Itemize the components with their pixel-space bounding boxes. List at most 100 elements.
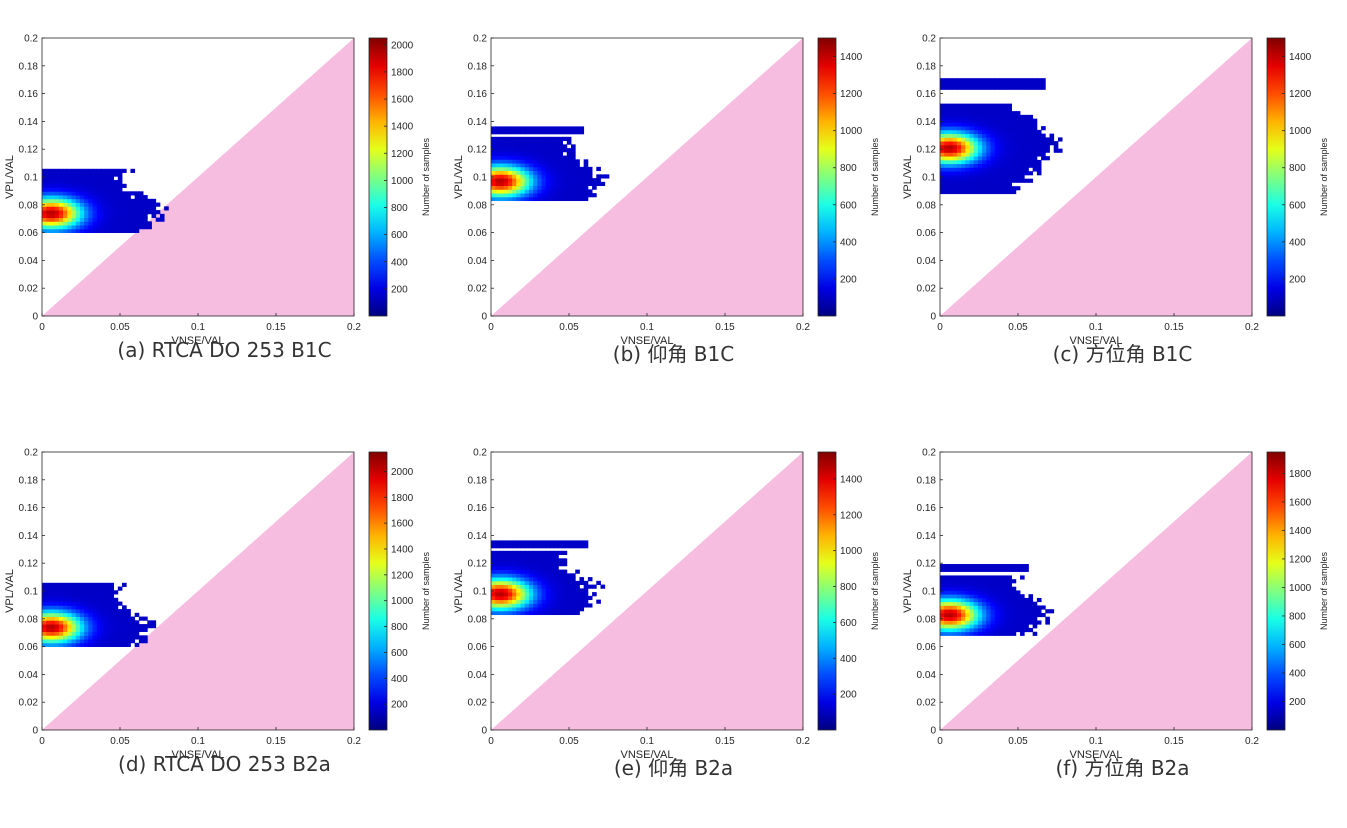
heatmap-cell xyxy=(562,595,568,601)
heatmap-cell xyxy=(986,85,991,90)
y-tick-label: 0.12 xyxy=(19,145,39,156)
heatmap-cell xyxy=(520,163,526,168)
heatmap-cell xyxy=(1011,156,1017,161)
heatmap-cell xyxy=(50,609,56,614)
heatmap-cell xyxy=(956,148,962,153)
heatmap-cell xyxy=(579,174,585,179)
heatmap-cell xyxy=(537,595,542,601)
heatmap-cell xyxy=(117,642,123,647)
heatmap-cell xyxy=(71,601,77,606)
heatmap-cell xyxy=(50,187,56,192)
heatmap-cell xyxy=(126,198,131,203)
heatmap-cell xyxy=(84,217,89,222)
heatmap-cell xyxy=(520,196,526,202)
heatmap-cell xyxy=(88,605,93,610)
colorbar xyxy=(817,37,837,317)
heatmap-cell xyxy=(998,133,1004,138)
heatmap-cell xyxy=(46,213,51,218)
heatmap-cell xyxy=(1007,114,1013,120)
heatmap-cell xyxy=(88,642,93,647)
heatmap-cell xyxy=(84,202,89,207)
heatmap-cell xyxy=(952,178,958,183)
heatmap-cell xyxy=(973,586,979,591)
heatmap-cell xyxy=(520,174,526,179)
heatmap-cell xyxy=(558,130,564,135)
heatmap-cell xyxy=(88,183,93,188)
heatmap-cell xyxy=(495,185,500,190)
heatmap-cell xyxy=(71,180,77,185)
heatmap-cell xyxy=(63,609,68,614)
heatmap-cell xyxy=(579,588,585,593)
heatmap-cell xyxy=(537,554,542,559)
heatmap-cell xyxy=(558,126,564,131)
heatmap-cell xyxy=(549,584,555,589)
heatmap-cell xyxy=(1007,609,1013,614)
heatmap-cell xyxy=(528,558,534,563)
heatmap-cell xyxy=(994,616,1000,621)
heatmap-cell xyxy=(990,107,996,112)
heatmap-cell xyxy=(122,639,127,644)
heatmap-cell xyxy=(96,225,102,230)
heatmap-cell xyxy=(948,182,954,187)
heatmap-cell xyxy=(1003,81,1008,87)
heatmap-cell xyxy=(50,217,56,222)
colorbar-tick-label: 1800 xyxy=(1289,469,1312,480)
heatmap-cell xyxy=(71,206,77,211)
heatmap-cell xyxy=(512,573,517,578)
heatmap-cell xyxy=(956,133,962,138)
colorbar-tick-label: 400 xyxy=(1289,668,1306,679)
heatmap-cell xyxy=(994,81,1000,87)
x-tick-label: 0.15 xyxy=(1164,322,1184,333)
heatmap-cell xyxy=(545,181,551,187)
x-tick-label: 0 xyxy=(39,322,45,333)
heatmap-cell xyxy=(75,187,81,192)
colorbar-label: Number of samples xyxy=(1319,551,1329,630)
heatmap-cell xyxy=(982,126,987,131)
heatmap-cell xyxy=(528,573,534,578)
heatmap-cell xyxy=(50,191,56,196)
heatmap-cell xyxy=(562,126,568,131)
heatmap-cell xyxy=(100,213,106,218)
heatmap-cell xyxy=(50,176,56,181)
heatmap-cell xyxy=(58,183,64,188)
heatmap-cell xyxy=(537,610,542,616)
heatmap-cell xyxy=(969,137,975,142)
heatmap-cell xyxy=(122,168,127,173)
heatmap-cell xyxy=(562,163,568,168)
heatmap-cell xyxy=(944,81,949,87)
unsafe-region xyxy=(940,452,1252,730)
heatmap-cell xyxy=(54,206,60,211)
heatmap-cell xyxy=(79,217,85,222)
heatmap-cell xyxy=(75,198,81,203)
heatmap-cell xyxy=(151,620,157,625)
heatmap-cell xyxy=(537,136,542,141)
colorbar-tick-label: 1400 xyxy=(840,52,863,63)
heatmap-cell xyxy=(113,616,119,621)
heatmap-cell xyxy=(46,168,51,173)
heatmap-cell xyxy=(961,601,966,606)
heatmap-cell xyxy=(495,189,500,194)
heatmap-cell xyxy=(79,183,85,188)
heatmap-cell xyxy=(516,558,521,563)
heatmap-cell xyxy=(109,616,115,621)
heatmap-cell xyxy=(491,584,496,589)
heatmap-cell xyxy=(566,592,572,597)
x-tick-label: 0.05 xyxy=(1008,322,1028,333)
heatmap-cell xyxy=(1045,616,1050,621)
heatmap-cell xyxy=(545,603,551,608)
heatmap-cell xyxy=(986,118,991,123)
heatmap-cell xyxy=(537,565,542,570)
heatmap-cell xyxy=(562,610,568,616)
heatmap-cell xyxy=(1020,126,1025,131)
heatmap-cell xyxy=(545,595,551,601)
heatmap-cell xyxy=(113,217,119,222)
heatmap-cell xyxy=(92,597,98,602)
heatmap-cell xyxy=(982,616,987,621)
heatmap-cell xyxy=(961,182,966,187)
heatmap-cell xyxy=(998,609,1004,614)
heatmap-cell xyxy=(990,126,996,131)
heatmap-cell xyxy=(545,155,551,160)
heatmap-cell xyxy=(503,196,509,202)
heatmap-cell xyxy=(558,185,564,190)
heatmap-cell xyxy=(512,155,517,160)
